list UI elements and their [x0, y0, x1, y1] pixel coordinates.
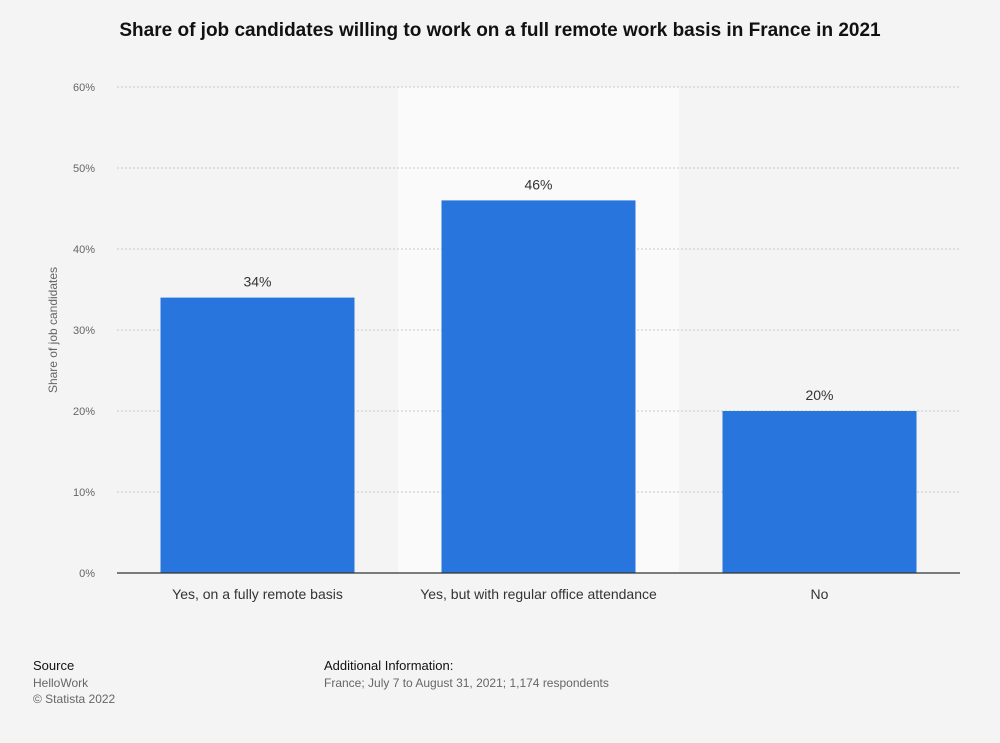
copyright: © Statista 2022 — [33, 692, 116, 706]
x-tick-label: No — [811, 586, 829, 602]
y-tick-label: 50% — [73, 163, 95, 175]
y-tick-label: 0% — [79, 568, 95, 580]
chart-title: Share of job candidates willing to work … — [119, 20, 881, 41]
bar-value-label: 46% — [524, 176, 552, 192]
bar-value-label: 20% — [805, 387, 833, 403]
y-axis-title: Share of job candidates — [46, 267, 60, 393]
y-tick-label: 10% — [73, 487, 95, 499]
source-value: HelloWork — [33, 676, 89, 690]
bar-chart: 0% 10% 20% 30% 40% 50% 60% 34% Yes, on a fully r… — [46, 82, 960, 602]
additional-info-value: France; July 7 to August 31, 2021; 1,174… — [324, 676, 609, 690]
bar-value-label: 34% — [243, 274, 271, 290]
bar — [722, 411, 917, 573]
y-tick-label: 40% — [73, 244, 95, 256]
source-label: Source — [33, 658, 75, 673]
bar — [441, 200, 636, 573]
additional-info-label: Additional Information: — [324, 658, 454, 673]
y-tick-label: 30% — [73, 325, 95, 337]
y-tick-label: 60% — [73, 82, 95, 94]
x-tick-label: Yes, but with regular office attendance — [420, 586, 657, 602]
y-tick-label: 20% — [73, 406, 95, 418]
bar — [160, 297, 355, 573]
x-tick-label: Yes, on a fully remote basis — [172, 586, 343, 602]
